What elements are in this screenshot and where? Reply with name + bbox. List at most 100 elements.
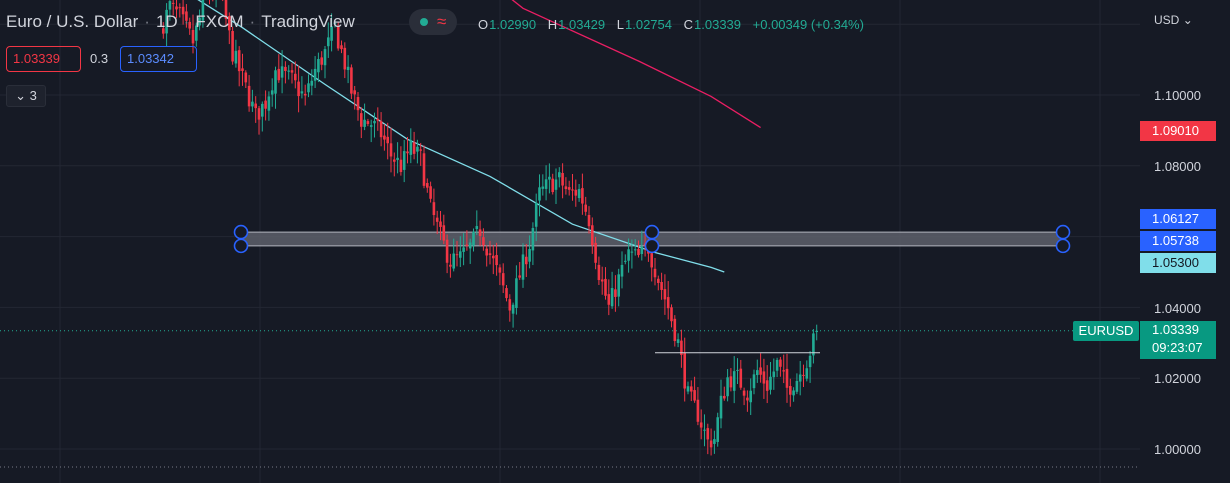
candle-body — [798, 374, 802, 382]
candle-body — [703, 429, 706, 431]
zone-handle-icon[interactable] — [233, 238, 249, 254]
candle-body — [521, 254, 525, 280]
candle-body — [782, 370, 785, 372]
candle-body — [693, 390, 696, 401]
candle-body — [406, 151, 409, 154]
candle-body — [429, 186, 432, 199]
candle-body — [267, 96, 271, 111]
chevron-down-icon: ⌄ — [1182, 13, 1193, 27]
candle-body — [313, 68, 317, 81]
platform: TradingView — [261, 12, 355, 31]
candle-body — [676, 339, 680, 343]
zone-handles — [233, 224, 1071, 254]
candle-body — [435, 217, 439, 222]
candle-body — [366, 121, 370, 124]
candle-body — [201, 0, 205, 21]
candle-body — [574, 189, 578, 196]
candle-body — [195, 25, 198, 41]
candle-body — [765, 380, 769, 391]
symbol-header[interactable]: Euro / U.S. Dollar · 1D · FXCM · TradingView — [6, 12, 355, 31]
candle-body — [303, 93, 307, 96]
y-tick-label: 1.02000 — [1154, 371, 1201, 386]
candle-body — [185, 11, 188, 21]
candle-body — [399, 159, 403, 173]
zone-handle-icon[interactable] — [1055, 238, 1071, 254]
candle-body — [231, 30, 234, 62]
buy-button[interactable]: 1.03342 — [120, 46, 197, 72]
close-value: 1.03339 — [694, 17, 742, 32]
market-status-toggle[interactable]: ≈ — [409, 9, 457, 35]
ma-slow-line — [511, 0, 761, 129]
candle-body — [280, 66, 284, 78]
candle-body — [224, 0, 228, 19]
candle-body — [561, 173, 564, 186]
candle-body — [551, 178, 554, 193]
candle-body — [624, 260, 627, 262]
candle-body — [389, 143, 393, 157]
candle-body — [340, 45, 343, 50]
zone-top-price-tag: 1.06127 — [1140, 209, 1216, 229]
candle-body — [350, 67, 353, 94]
candle-body — [752, 374, 756, 389]
candle-body — [383, 135, 386, 140]
zone-handle-icon[interactable] — [644, 224, 660, 240]
candle-body — [614, 289, 617, 297]
zone-handle-icon[interactable] — [1055, 224, 1071, 240]
candle-body — [396, 157, 399, 161]
candle-body — [327, 37, 330, 47]
chevron-down-icon: ⌄ — [15, 88, 27, 103]
candle-body — [402, 151, 406, 170]
candle-body — [468, 242, 472, 249]
candle-body — [498, 267, 502, 273]
y-tick-label: 1.08000 — [1154, 159, 1201, 174]
candle-body — [492, 255, 495, 259]
candle-body — [171, 2, 175, 4]
candle-body — [360, 113, 363, 127]
candle-body — [191, 29, 195, 44]
candle-body — [666, 297, 670, 309]
candle-body — [640, 246, 644, 254]
candle-body — [343, 47, 347, 70]
candle-body — [287, 70, 290, 72]
candle-body — [736, 369, 739, 371]
candle-body — [548, 176, 551, 180]
candle-body — [162, 28, 165, 34]
change-value: +0.00349 (+0.34%) — [752, 17, 864, 32]
interval: 1D — [155, 12, 178, 31]
market-open-dot-icon — [420, 18, 428, 26]
candle-body — [439, 221, 442, 227]
candle-body — [515, 278, 518, 308]
candle-body — [449, 264, 452, 267]
candle-body — [554, 179, 558, 190]
candle-body — [749, 390, 752, 403]
candle-body — [369, 125, 373, 127]
candle-body — [587, 214, 591, 227]
zone-handle-icon[interactable] — [644, 238, 660, 254]
candle-body — [584, 204, 587, 212]
candle-body — [657, 278, 660, 283]
indicators-toggle[interactable]: ⌄ 3 — [6, 85, 46, 107]
candle-body — [719, 395, 723, 419]
candle-body — [630, 251, 634, 253]
candle-body — [175, 6, 178, 10]
candle-body — [386, 136, 389, 144]
currency-label: USD — [1154, 13, 1180, 27]
candle-body — [567, 187, 571, 190]
candle-body — [241, 68, 244, 71]
candle-body — [257, 108, 261, 120]
candle-body — [165, 9, 168, 34]
zone-handle-icon[interactable] — [233, 224, 249, 240]
candle-body — [237, 50, 241, 72]
currency-selector[interactable]: USD ⌄ — [1154, 13, 1193, 27]
candle-body — [660, 282, 663, 290]
candle-body — [544, 179, 548, 189]
sell-button[interactable]: 1.03339 — [6, 46, 81, 72]
candle-body — [607, 294, 611, 305]
candle-body — [317, 58, 320, 73]
candle-body — [690, 386, 693, 392]
candle-body — [620, 264, 624, 277]
candle-body — [729, 376, 733, 388]
candle-body — [792, 390, 795, 396]
candle-body — [442, 225, 446, 241]
